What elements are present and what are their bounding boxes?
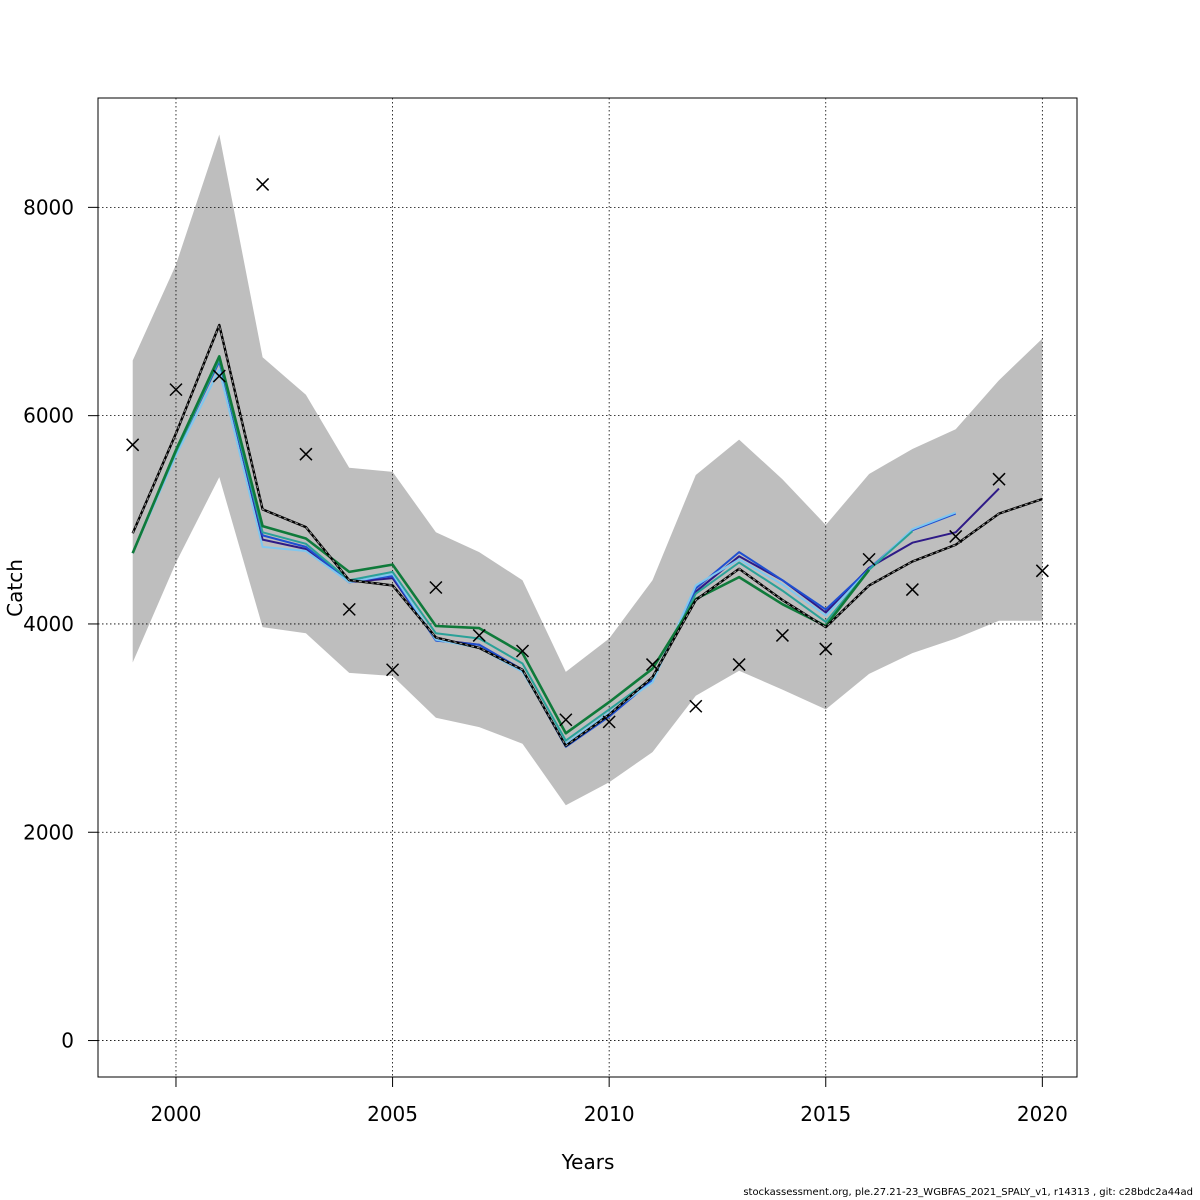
y-axis-title: Catch [3,559,27,617]
source-footer: stockassessment.org, ple.27.21-23_WGBFAS… [743,1187,1193,1198]
series-lines-layer [131,323,1043,748]
series-line-peel-teal [131,358,914,742]
observed-catch-point [472,628,486,642]
observed-catch-point [645,658,660,672]
reference-line-dash [132,323,1043,747]
observed-catch-point [992,472,1006,486]
plot-frame [97,97,1078,1078]
observed-catch-point [775,628,789,642]
observed-catch-point [342,602,356,616]
x-tick-label: 2005 [367,1102,418,1126]
observed-catch-point [559,713,573,727]
observed-catch-point [126,438,140,452]
observed-catch-point [386,663,400,677]
confidence-band [132,134,1043,806]
x-tick-label: 2015 [800,1102,851,1126]
confidence-band-layer [132,134,1043,806]
observed-catch-point [169,383,183,397]
observed-catch-point [1035,564,1049,578]
observed-catch-point [949,529,963,543]
y-tick-label: 2000 [23,820,74,844]
series-line-peel-green [131,354,871,735]
observed-catch-point [862,552,876,566]
x-tick-label: 2020 [1017,1102,1068,1126]
x-axis-title: Years [561,1150,615,1174]
observed-catch-point [819,642,833,656]
observed-catch-point [212,369,226,383]
observed-catch-point [602,715,616,729]
observed-points-layer [126,177,1049,729]
observed-catch-point [429,580,443,595]
observed-catch-point [299,447,313,461]
observed-catch-point [515,644,530,658]
y-tick-label: 0 [61,1029,74,1053]
observed-catch-point [732,658,746,672]
observed-catch-point [905,583,919,597]
axis-ticks-layer: 2000 2005 2010 2015 2020 0 2000 4000 6000 8000 [23,195,1068,1126]
y-tick-label: 8000 [23,195,74,219]
y-tick-label: 6000 [23,404,74,428]
grid-layer [98,98,1077,1077]
observed-catch-point [256,177,270,191]
observed-catch-point [689,699,703,713]
x-tick-label: 2010 [584,1102,635,1126]
x-tick-label: 2000 [151,1102,202,1126]
y-tick-label: 4000 [23,612,74,636]
